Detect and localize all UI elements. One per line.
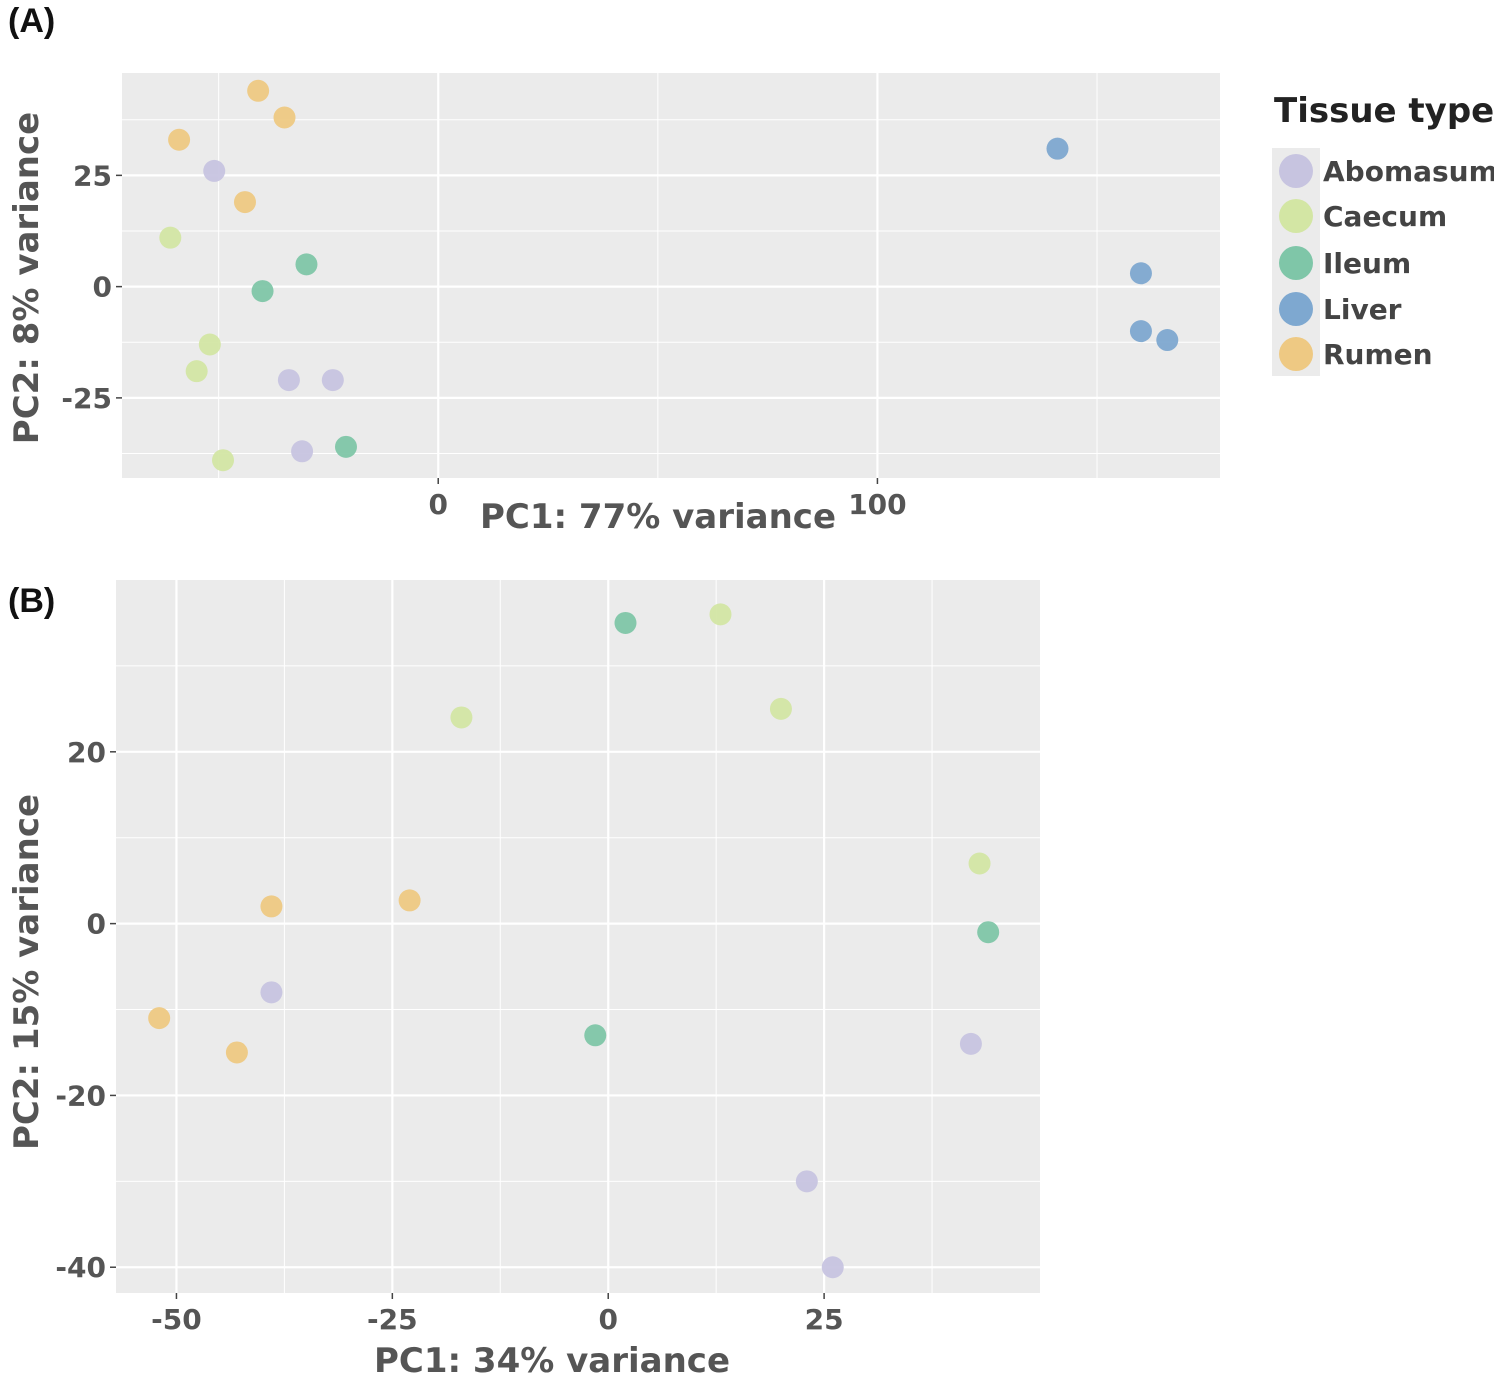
point-ileum — [295, 253, 318, 276]
point-abomasum — [321, 369, 344, 392]
panel-b-points — [148, 603, 1000, 1279]
legend-label-abomasum: Abomasum — [1323, 155, 1494, 188]
panel-a: (A) 0 100 25 0 -25 PC1: 77% variance PC2: 8%… — [7, 2, 1220, 537]
point-abomasum — [821, 1256, 844, 1279]
point-liver — [1129, 262, 1152, 285]
legend: Tissue type Abomasum Caecum Ileum Liver Rume… — [1272, 91, 1494, 376]
panel-b-x-axis-title: PC1: 34% variance — [374, 1341, 730, 1380]
point-abomasum — [959, 1032, 982, 1055]
x-tick-label: -25 — [367, 1303, 418, 1336]
point-ileum — [584, 1024, 607, 1047]
panel-b: (B) -50 -25 0 25 20 0 -20 -40 PC1: 34% variance… — [7, 580, 1040, 1380]
point-ileum — [977, 921, 1000, 944]
panel-b-plot-background — [116, 580, 1040, 1293]
y-tick-label: -25 — [61, 382, 112, 415]
point-rumen — [273, 106, 296, 129]
legend-label-ileum: Ileum — [1323, 247, 1411, 280]
point-caecum — [212, 449, 235, 472]
point-rumen — [233, 191, 256, 214]
panel-b-gridlines — [116, 580, 1040, 1293]
point-rumen — [225, 1041, 248, 1064]
y-tick-label: -20 — [55, 1079, 106, 1112]
legend-title: Tissue type — [1274, 91, 1494, 131]
y-tick-label: 0 — [87, 908, 106, 941]
panel-a-y-axis-title: PC2: 8% variance — [7, 112, 47, 444]
y-tick-label: 0 — [93, 271, 112, 304]
panel-a-plot-background — [122, 73, 1220, 478]
point-rumen — [148, 1007, 171, 1030]
point-liver — [1046, 137, 1069, 160]
legend-key-rumen — [1279, 337, 1313, 371]
panel-b-tick-labels: -50 -25 0 25 20 0 -20 -40 — [55, 736, 843, 1336]
legend-key-ileum — [1279, 246, 1313, 280]
legend-items: Abomasum Caecum Ileum Liver Rumen — [1279, 154, 1494, 371]
point-liver — [1129, 320, 1152, 343]
legend-label-rumen: Rumen — [1323, 338, 1433, 371]
point-caecum — [968, 852, 991, 875]
point-caecum — [709, 603, 732, 626]
point-abomasum — [795, 1170, 818, 1193]
point-rumen — [398, 889, 421, 912]
point-rumen — [168, 128, 191, 151]
point-ileum — [334, 435, 357, 458]
x-tick-label: 0 — [598, 1303, 617, 1336]
panel-a-tick-labels: 0 100 25 0 -25 — [61, 159, 906, 521]
point-abomasum — [203, 159, 226, 182]
panel-a-label: (A) — [8, 2, 55, 40]
point-caecum — [450, 706, 473, 729]
point-rumen — [260, 895, 283, 918]
x-tick-label: -50 — [151, 1303, 202, 1336]
panel-a-points — [159, 79, 1179, 472]
legend-key-caecum — [1279, 199, 1313, 233]
legend-key-liver — [1279, 292, 1313, 326]
y-tick-label: 20 — [67, 736, 106, 769]
point-caecum — [185, 360, 208, 383]
point-caecum — [769, 697, 792, 720]
point-caecum — [159, 226, 182, 249]
point-rumen — [247, 79, 270, 102]
panel-a-gridlines — [122, 73, 1220, 478]
legend-label-caecum: Caecum — [1323, 200, 1447, 233]
point-caecum — [198, 333, 221, 356]
x-tick-label: 25 — [805, 1303, 844, 1336]
point-liver — [1156, 329, 1179, 352]
y-tick-label: -40 — [55, 1251, 106, 1284]
x-tick-label: 0 — [428, 488, 447, 521]
legend-key-abomasum — [1279, 154, 1313, 188]
point-abomasum — [260, 981, 283, 1004]
panel-b-y-axis-title: PC2: 15% variance — [7, 794, 47, 1150]
panel-b-label: (B) — [8, 582, 55, 620]
point-abomasum — [277, 369, 300, 392]
x-tick-label: 100 — [848, 488, 906, 521]
point-abomasum — [291, 440, 314, 463]
point-ileum — [251, 280, 274, 303]
panel-a-x-axis-title: PC1: 77% variance — [480, 497, 836, 537]
legend-label-liver: Liver — [1323, 293, 1402, 326]
point-ileum — [614, 611, 637, 634]
y-tick-label: 25 — [73, 159, 112, 192]
